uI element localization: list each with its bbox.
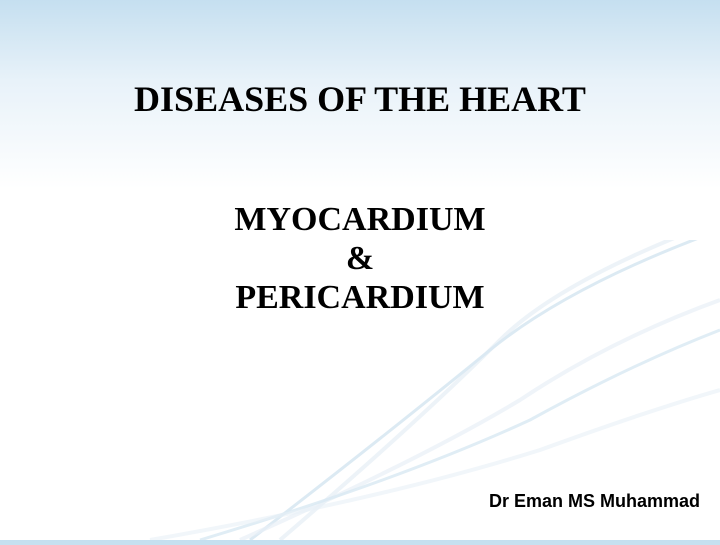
slide-container: DISEASES OF THE HEART MYOCARDIUM & PERIC…: [0, 0, 720, 540]
subtitle-line-1: MYOCARDIUM: [0, 200, 720, 239]
subtitle-line-2: &: [0, 239, 720, 278]
main-title: DISEASES OF THE HEART: [0, 78, 720, 120]
author-credit: Dr Eman MS Muhammad: [489, 491, 700, 512]
subtitle-block: MYOCARDIUM & PERICARDIUM: [0, 200, 720, 317]
subtitle-line-3: PERICARDIUM: [0, 278, 720, 317]
